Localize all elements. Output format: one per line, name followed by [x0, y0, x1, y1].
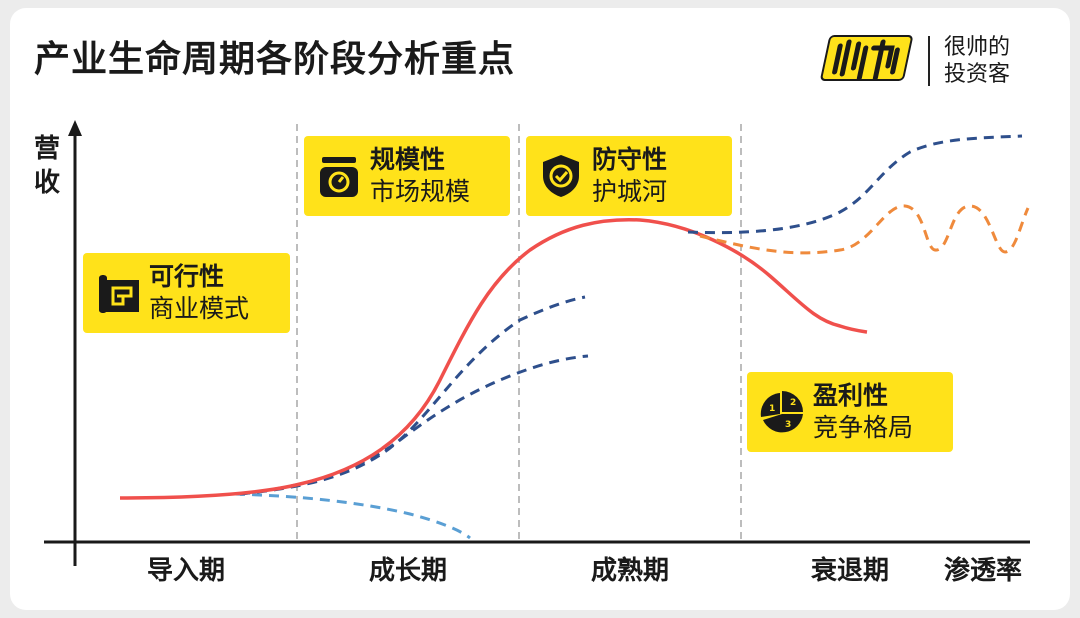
alt-growth-curve-upper [239, 295, 586, 496]
svg-text:2: 2 [790, 398, 796, 408]
svg-text:3: 3 [785, 420, 791, 430]
tag-defensibility-subtitle: 护城河 [592, 177, 668, 206]
oscillation-curve [699, 204, 1030, 255]
tag-profitability: 2 1 3 盈利性 竞争格局 [747, 372, 953, 452]
failure-curve [234, 492, 471, 540]
svg-text:1: 1 [769, 404, 775, 414]
brand-divider [928, 36, 930, 86]
shield-check-icon [543, 155, 579, 197]
tag-defensibility: 防守性 护城河 [526, 136, 732, 216]
tag-profitability-subtitle: 竞争格局 [813, 413, 914, 442]
page-title: 产业生命周期各阶段分析重点 [34, 39, 516, 80]
tag-feasibility-title: 可行性 [149, 262, 225, 291]
tag-scale: 规模性 市场规模 [304, 136, 510, 216]
tag-feasibility-subtitle: 商业模式 [149, 294, 250, 323]
map-blueprint-icon [99, 275, 139, 313]
tag-defensibility-title: 防守性 [592, 145, 668, 174]
tag-scale-title: 规模性 [370, 145, 446, 174]
scale-icon [320, 157, 358, 197]
brand-line-1: 很帅的 [944, 35, 1011, 60]
stage-label-introduction: 导入期 [146, 556, 226, 586]
renewal-curve [687, 134, 1023, 235]
brand-name: 很帅的 投资客 [944, 34, 1010, 88]
pie-ranking-icon: 2 1 3 [760, 391, 803, 433]
stage-label-maturity: 成熟期 [590, 556, 670, 586]
stage-label-decline: 衰退期 [810, 556, 890, 586]
tag-feasibility: 可行性 商业模式 [83, 253, 290, 333]
y-axis-label: 营收 [34, 134, 61, 198]
y-axis-arrow [68, 120, 82, 136]
stage-label-growth: 成长期 [368, 556, 448, 586]
tag-scale-subtitle: 市场规模 [370, 177, 471, 206]
main-lifecycle-curve [119, 217, 868, 500]
x-axis-label: 渗透率 [944, 556, 1023, 586]
brand-line-2: 投资客 [944, 62, 1011, 87]
tag-profitability-title: 盈利性 [813, 381, 889, 410]
